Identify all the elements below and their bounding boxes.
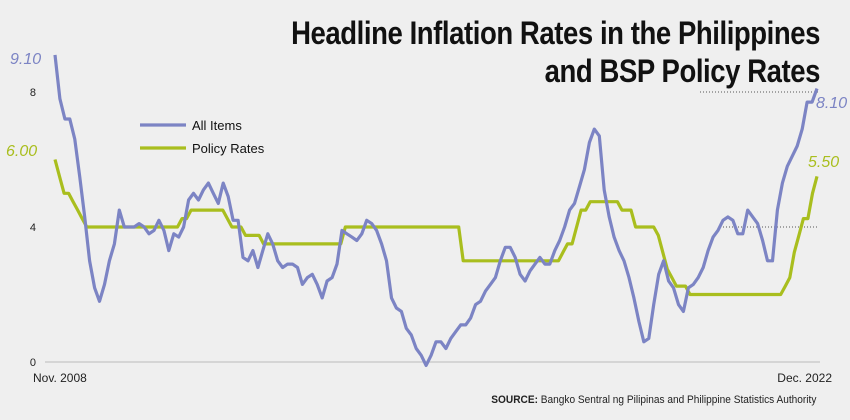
all-items-line [53,54,819,367]
y-tick-label-8: 8 [30,87,36,99]
legend-label-all-items: All Items [192,118,242,133]
policy-rates-line [53,159,819,297]
x-end-label: Dec. 2022 [777,371,832,385]
source-label: SOURCE: [490,394,538,406]
chart-title: Headline Inflation Rates in the Philippi… [291,14,820,90]
y-tick-labels: 0 4 8 [30,87,36,369]
policy-end-label: 5.50 [808,154,839,171]
x-start-label: Nov. 2008 [33,371,87,385]
policy-start-label: 6.00 [6,143,37,160]
legend-label-policy-rates: Policy Rates [192,141,265,156]
legend: All Items Policy Rates [140,118,265,156]
chart-title-line-2: and BSP Policy Rates [544,53,821,89]
all-items-start-label: 9.10 [10,51,41,68]
source-note: SOURCE: Bangko Sentral ng Pilipinas and … [491,394,816,406]
y-tick-label-4: 4 [30,222,36,234]
all-items-end-label: 8.10 [816,95,847,112]
y-tick-label-0: 0 [30,357,36,369]
source-text: Bangko Sentral ng Pilipinas and Philippi… [540,394,816,406]
chart-title-line-1: Headline Inflation Rates in the Philippi… [291,15,820,51]
